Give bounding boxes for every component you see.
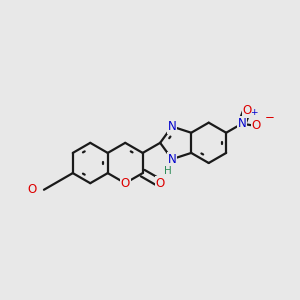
- Text: O: O: [251, 119, 261, 133]
- Text: O: O: [155, 177, 165, 190]
- Text: O: O: [27, 183, 37, 196]
- Text: H: H: [164, 166, 172, 176]
- Text: O: O: [121, 177, 130, 190]
- Text: N: N: [238, 117, 246, 130]
- Text: O: O: [242, 104, 252, 117]
- Text: −: −: [264, 111, 274, 124]
- Text: N: N: [168, 153, 176, 166]
- Text: +: +: [250, 108, 258, 117]
- Text: N: N: [168, 120, 176, 133]
